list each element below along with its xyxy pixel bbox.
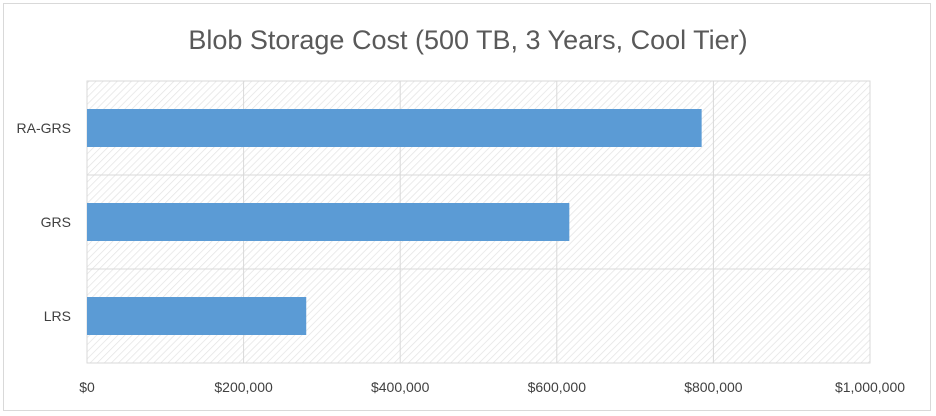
x-axis-labels: $0 $200,000 $400,000 $600,000 $800,000 $1,000… — [79, 379, 905, 395]
x-tick-label: $1,000,000 — [835, 379, 905, 395]
x-tick-label: $200,000 — [214, 379, 273, 395]
y-axis-labels: RA-GRS GRS LRS — [17, 120, 71, 324]
chart-title: Blob Storage Cost (500 TB, 3 Years, Cool… — [188, 25, 747, 55]
bars — [87, 109, 702, 335]
x-tick-label: $0 — [79, 379, 95, 395]
bar-grs — [87, 203, 570, 241]
y-tick-label: RA-GRS — [17, 120, 71, 136]
bar-lrs — [87, 297, 307, 335]
x-tick-label: $800,000 — [684, 379, 743, 395]
x-tick-label: $400,000 — [371, 379, 430, 395]
x-tick-label: $600,000 — [528, 379, 587, 395]
bar-ra-grs — [87, 109, 702, 147]
y-tick-label: GRS — [41, 214, 71, 230]
y-tick-label: LRS — [44, 308, 71, 324]
